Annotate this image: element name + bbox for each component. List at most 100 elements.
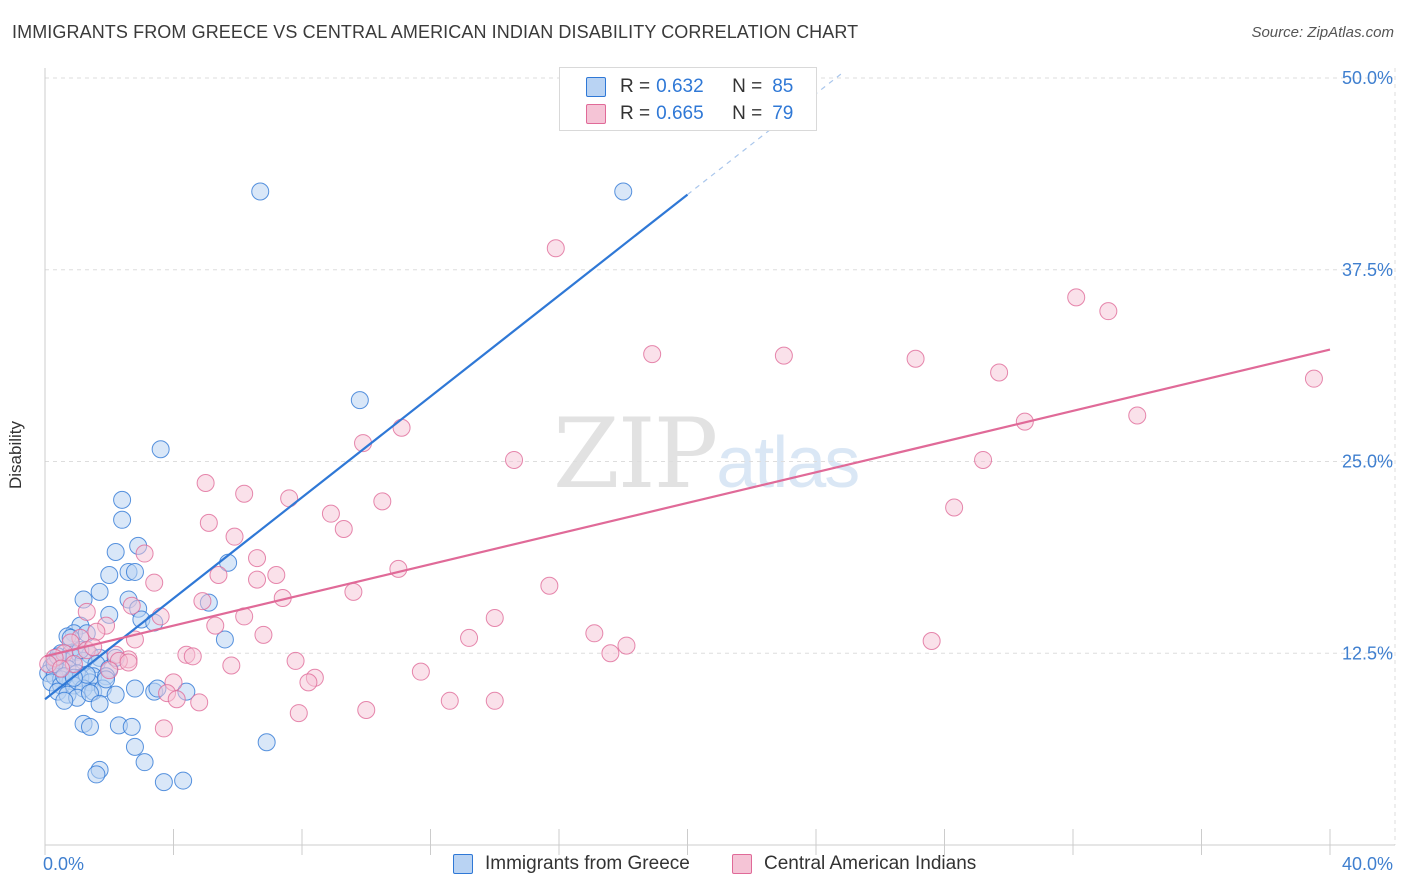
central-american-point (225, 527, 244, 546)
greece-point (135, 753, 154, 772)
greece-point (154, 773, 173, 792)
central-american-point (167, 690, 186, 709)
central-american-point (540, 576, 559, 595)
tick-labels: 12.5% 25.0% 37.5% 50.0% 0.0% 40.0% (43, 68, 1393, 874)
greece-point (106, 685, 125, 704)
central-american-point (190, 693, 209, 712)
central-american-point (460, 628, 479, 647)
central-american-point (1304, 369, 1323, 388)
central-american-point (601, 644, 620, 663)
central-american-trend-line (44, 348, 1331, 658)
central-american-point (344, 582, 363, 601)
greece-point (90, 694, 109, 713)
greece-point (151, 440, 170, 459)
data-points (39, 182, 1323, 792)
central-american-point (546, 239, 565, 258)
central-american-point (119, 653, 138, 672)
central-american-point (505, 450, 524, 469)
legend-swatch-blue (586, 77, 606, 97)
greece-point (80, 717, 99, 736)
source-attribution: Source: ZipAtlas.com (1251, 24, 1394, 41)
greece-point (125, 562, 144, 581)
legend-series-label: Central American Indians (764, 853, 977, 874)
central-american-point (289, 704, 308, 723)
greece-point (113, 510, 132, 529)
central-american-point (357, 701, 376, 720)
central-american-point (286, 651, 305, 670)
central-american-point (440, 691, 459, 710)
central-american-point (151, 607, 170, 626)
central-american-point (334, 519, 353, 538)
legend-swatch-pink (732, 854, 752, 874)
greece-point (350, 391, 369, 410)
central-american-point (299, 673, 318, 692)
greece-point (87, 765, 106, 784)
y-tick-label: 12.5% (1342, 643, 1393, 663)
watermark: ZIPatlas (553, 398, 860, 510)
central-american-point (145, 573, 164, 592)
legend-r-value: 0.665 (656, 103, 704, 124)
central-american-point (248, 570, 267, 589)
legend-r-value: 0.632 (656, 76, 704, 97)
greece-point (113, 490, 132, 509)
trend-lines (44, 72, 1331, 701)
central-american-point (122, 596, 141, 615)
central-american-point (267, 566, 286, 585)
greece-point (257, 733, 276, 752)
central-american-point (974, 450, 993, 469)
central-american-point (248, 549, 267, 568)
stats-legend: R = 0.632 N = 85 R = 0.665 N = 79 (559, 67, 817, 131)
central-american-point (209, 566, 228, 585)
greece-point (614, 182, 633, 201)
central-american-point (196, 473, 215, 492)
central-american-point (154, 719, 173, 738)
central-american-point (87, 622, 106, 641)
central-american-point (392, 418, 411, 437)
central-american-point (254, 625, 273, 644)
central-american-point (77, 602, 96, 621)
greece-point (55, 691, 74, 710)
central-american-point (199, 513, 218, 532)
greece-point (106, 543, 125, 562)
greece-point (251, 182, 270, 201)
central-american-point (373, 492, 392, 511)
central-american-point (411, 662, 430, 681)
x-tick-label: 40.0% (1342, 854, 1393, 874)
central-american-point (1128, 406, 1147, 425)
watermark-zip: ZIP (553, 398, 718, 510)
central-american-point (485, 608, 504, 627)
legend-n-label: N = (732, 76, 763, 97)
legend-row-central-american: R = 0.665 N = 79 (586, 103, 793, 125)
y-tick-label: 37.5% (1342, 260, 1393, 280)
legend-n-value: 85 (772, 76, 794, 97)
grid-lines (45, 68, 1396, 845)
legend-n-label: N = (732, 103, 763, 124)
central-american-point (643, 345, 662, 364)
central-american-point (585, 624, 604, 643)
central-american-point (1067, 288, 1086, 307)
central-american-point (280, 489, 299, 508)
central-american-point (922, 631, 941, 650)
bottom-legend-central-american: Central American Indians (732, 852, 976, 876)
legend-r-label: R = (620, 76, 651, 97)
central-american-point (774, 346, 793, 365)
greece-point (122, 717, 141, 736)
greece-point (174, 771, 193, 790)
legend-swatch-pink (586, 104, 606, 124)
axes (44, 68, 1395, 855)
x-tick-label: 0.0% (43, 854, 84, 874)
central-american-point (235, 484, 254, 503)
greece-point (125, 679, 144, 698)
central-american-point (135, 544, 154, 563)
greece-point (125, 737, 144, 756)
central-american-point (617, 636, 636, 655)
central-american-point (193, 592, 212, 611)
y-axis-title: Disability (6, 420, 25, 490)
greece-trend-line (44, 193, 689, 701)
chart-title: IMMIGRANTS FROM GREECE VS CENTRAL AMERIC… (12, 22, 859, 42)
bottom-legend-greece: Immigrants from Greece (453, 852, 690, 876)
central-american-point (222, 656, 241, 675)
legend-row-greece: R = 0.632 N = 85 (586, 76, 793, 98)
legend-swatch-blue (453, 854, 473, 874)
